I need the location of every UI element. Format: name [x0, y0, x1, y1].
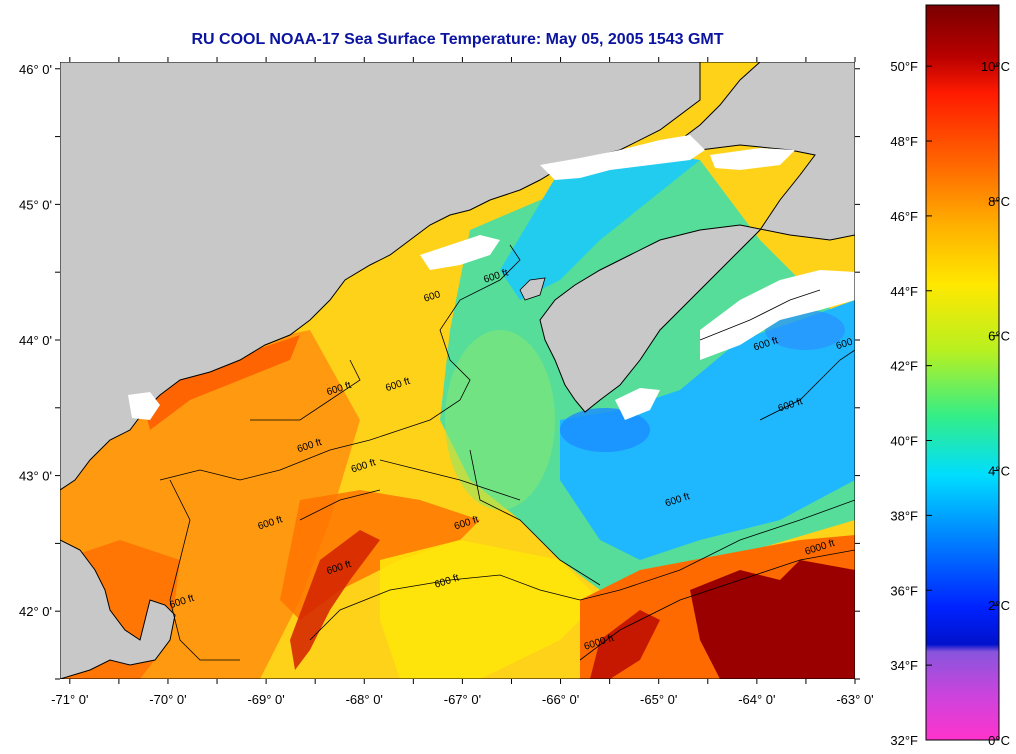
land-massachusetts: [60, 539, 176, 679]
lat-tick-label: 42° 0': [19, 604, 52, 619]
cold-core-east: [765, 310, 845, 350]
cloud-bay-of-fundy: [540, 135, 705, 180]
gulf-stream-eddy: [590, 610, 660, 679]
latitude-tick-labels: 46° 0' 45° 0' 44° 0' 43° 0' 42° 0': [19, 62, 52, 619]
colorbar-c-label: 4°C: [988, 463, 1010, 478]
lat-tick-label: 45° 0': [19, 197, 52, 212]
lon-tick-label: -69° 0': [247, 692, 284, 707]
colorbar: 50°F 48°F 46°F 44°F 42°F 40°F 38°F 36°F 34°F 32°F…: [890, 4, 1010, 748]
colorbar-c-label: 2°C: [988, 598, 1010, 613]
colorbar-f-label: 40°F: [890, 434, 918, 449]
colorbar-f-label: 48°F: [890, 134, 918, 149]
colorbar-f-label: 38°F: [890, 508, 918, 523]
colorbar-f-label: 36°F: [890, 583, 918, 598]
cloud-ns-south: [615, 388, 660, 420]
colorbar-c-label: 6°C: [988, 329, 1010, 344]
lat-tick-label: 43° 0': [19, 469, 52, 484]
colorbar-gradient: [925, 4, 1000, 741]
colorbar-f-label: 50°F: [890, 59, 918, 74]
map-panel: [60, 62, 855, 679]
warm-streak: [290, 530, 380, 670]
lon-tick-label: -64° 0': [738, 692, 775, 707]
colorbar-c-label: 8°C: [988, 194, 1010, 209]
contour-label: 600: [835, 336, 855, 352]
contour-label: 600: [423, 289, 443, 305]
lon-tick-label: -65° 0': [640, 692, 677, 707]
cloud-cape-ann: [128, 392, 160, 420]
colorbar-c-label: 0°C: [988, 733, 1010, 748]
green-band: [445, 330, 555, 510]
map-title: RU COOL NOAA-17 Sea Surface Temperature:…: [191, 31, 724, 48]
land-grand-manan: [519, 277, 546, 301]
cloud-nova-scotia-east: [700, 270, 855, 360]
colorbar-f-label: 44°F: [890, 284, 918, 299]
colorbar-f-label: 32°F: [890, 733, 918, 748]
lat-tick-label: 44° 0': [19, 333, 52, 348]
lon-tick-label: -63° 0': [836, 692, 873, 707]
depth-contours: [159, 244, 855, 661]
yellow-patch-georges: [380, 540, 600, 679]
lon-tick-label: -71° 0': [51, 692, 88, 707]
colorbar-c-label: 10°C: [981, 59, 1010, 74]
colorbar-f-label: 46°F: [890, 209, 918, 224]
colorbar-f-label: 34°F: [890, 658, 918, 673]
colorbar-celsius-labels: 10°C 8°C 6°C 4°C 2°C 0°C: [981, 59, 1010, 748]
lon-tick-label: -66° 0': [542, 692, 579, 707]
colorbar-f-label: 42°F: [890, 359, 918, 374]
longitude-tick-labels: -71° 0' -70° 0' -69° 0' -68° 0' -67° 0' -66° …: [51, 692, 873, 707]
graticule: [55, 57, 860, 684]
lon-tick-label: -70° 0': [149, 692, 186, 707]
gulf-stream-core: [690, 560, 855, 679]
cloud-saint-john: [710, 148, 795, 170]
lat-tick-label: 46° 0': [19, 62, 52, 77]
cold-water-nova-scotia: [560, 300, 855, 560]
lon-tick-label: -67° 0': [444, 692, 481, 707]
lon-tick-label: -68° 0': [346, 692, 383, 707]
colorbar-fahrenheit-labels: 50°F 48°F 46°F 44°F 42°F 40°F 38°F 36°F 34°F 32°F: [890, 59, 932, 748]
cold-water-scotian-shelf: [500, 150, 700, 300]
cloud-maine-coast: [420, 235, 500, 270]
coastal-warm-band: [140, 335, 300, 430]
